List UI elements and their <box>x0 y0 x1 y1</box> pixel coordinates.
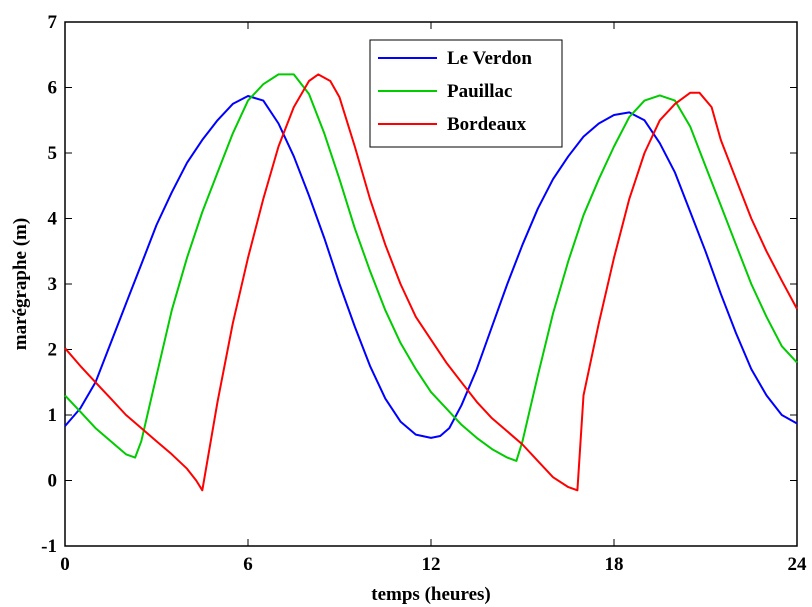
legend-label-bordeaux: Bordeaux <box>447 114 527 135</box>
legend-label-pauillac: Pauillac <box>447 81 512 102</box>
y-tick-label: 1 <box>48 405 58 426</box>
series-line-le-verdon <box>64 95 798 439</box>
y-tick-label: 0 <box>48 471 58 492</box>
series-line-pauillac <box>64 73 798 462</box>
y-tick-label: 6 <box>48 78 58 99</box>
y-tick-label: 3 <box>48 274 58 295</box>
y-tick-label: -1 <box>41 536 57 557</box>
x-tick-label: 0 <box>60 554 70 575</box>
legend-label-le-verdon: Le Verdon <box>447 48 532 69</box>
y-tick-label: 5 <box>48 143 58 164</box>
x-tick-label: 12 <box>422 554 441 575</box>
y-tick-label: 4 <box>48 209 58 230</box>
legend: Le Verdon Pauillac Bordeaux <box>369 39 563 148</box>
x-tick-label: 24 <box>788 554 808 575</box>
x-tick-label: 6 <box>243 554 253 575</box>
y-tick-label: 7 <box>48 12 58 33</box>
y-tick-label: 2 <box>48 340 58 361</box>
y-axis-label: marégraphe (m) <box>10 218 31 350</box>
y-axis-ticks: -1 0 1 2 3 4 5 6 7 <box>41 12 797 557</box>
series-layer <box>64 73 798 492</box>
series-line-bordeaux <box>64 73 798 492</box>
x-axis-ticks: 0 6 12 18 24 <box>60 22 807 575</box>
x-tick-label: 18 <box>605 554 624 575</box>
x-axis-label: temps (heures) <box>371 584 490 605</box>
